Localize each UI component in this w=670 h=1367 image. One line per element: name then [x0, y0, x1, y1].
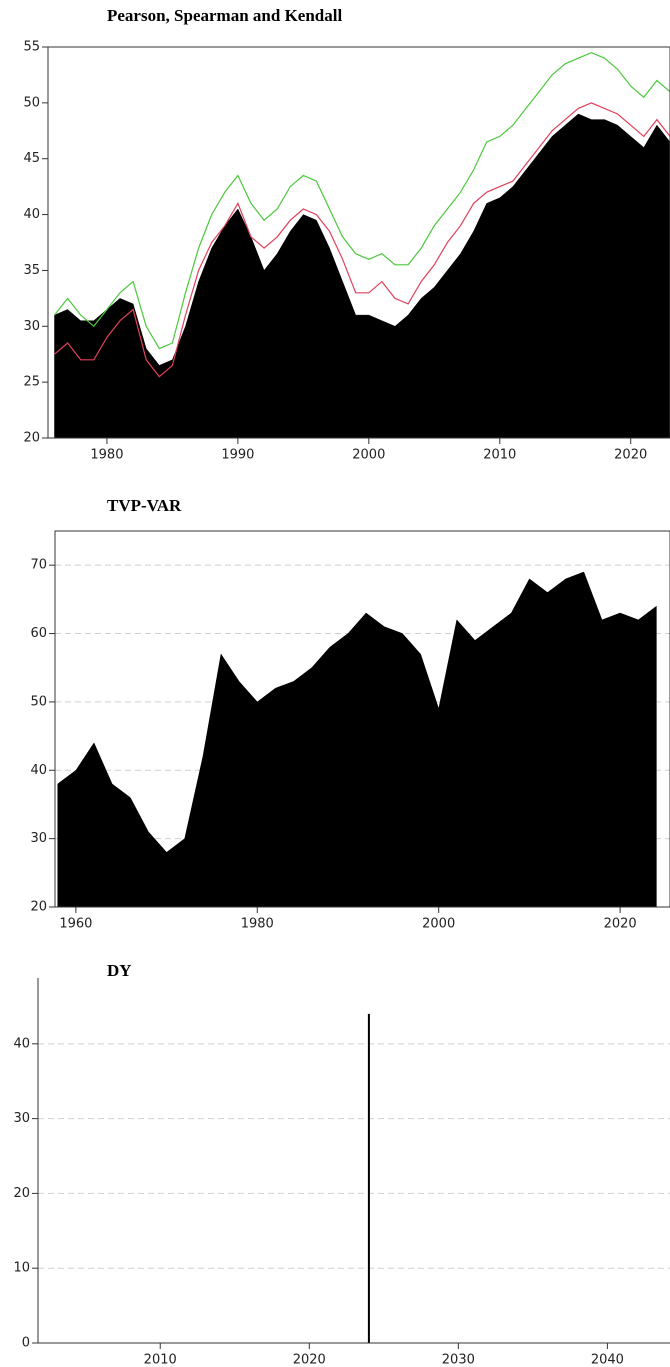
y-tick-label: 40	[30, 763, 47, 778]
chart-title: TVP-VAR	[107, 496, 182, 515]
area	[54, 113, 670, 438]
plot-area	[54, 51, 670, 438]
y-tick-label: 30	[13, 1111, 30, 1126]
y-tick-label: 20	[30, 900, 47, 915]
chart: TVP-VAR 20 30 40 50 60 70 1960 1980 2000 2020	[30, 496, 670, 932]
chart-title: Pearson, Spearman and Kendall	[107, 6, 342, 25]
y-tick-label: 35	[23, 263, 40, 278]
x-tick-label: 2020	[604, 917, 637, 932]
line	[54, 102, 670, 378]
y-tick-label: 45	[23, 151, 40, 166]
x-tick-label: 1980	[90, 448, 123, 463]
y-tick-label: 60	[30, 626, 47, 641]
y-tick-label: 0	[22, 1336, 30, 1351]
chart-title: DY	[107, 961, 132, 980]
y-tick-label: 40	[13, 1036, 30, 1051]
chart: Pearson, Spearman and Kendall 20 25 30 35 40 4…	[23, 6, 670, 463]
plot-frame	[47, 46, 670, 439]
y-tick-label: 20	[13, 1186, 30, 1201]
x-tick-label: 2040	[591, 1353, 624, 1367]
x-tick-label: 2000	[352, 448, 385, 463]
y-tick-label: 50	[23, 95, 40, 110]
y-tick-label: 55	[23, 40, 40, 55]
x-tick-label: 1990	[221, 448, 254, 463]
x-tick-label: 2010	[144, 1353, 177, 1367]
x-tick-label: 1960	[59, 917, 92, 932]
area	[57, 571, 657, 907]
x-tick-label: 2030	[442, 1353, 475, 1367]
plot-frame	[54, 530, 670, 908]
y-tick-label: 40	[23, 207, 40, 222]
y-tick-label: 30	[30, 831, 47, 846]
line	[54, 51, 670, 350]
x-tick-label: 1980	[241, 917, 274, 932]
x-tick-label: 2000	[422, 917, 455, 932]
y-tick-label: 10	[13, 1261, 30, 1276]
x-tick-label: 2020	[614, 448, 647, 463]
y-tick-label: 70	[30, 558, 47, 573]
y-tick-label: 20	[23, 431, 40, 446]
y-tick-label: 50	[30, 694, 47, 709]
plot-area	[57, 571, 657, 907]
y-tick-label: 30	[23, 319, 40, 334]
y-tick-label: 25	[23, 375, 40, 390]
x-tick-label: 2010	[483, 448, 516, 463]
x-tick-label: 2020	[293, 1353, 326, 1367]
